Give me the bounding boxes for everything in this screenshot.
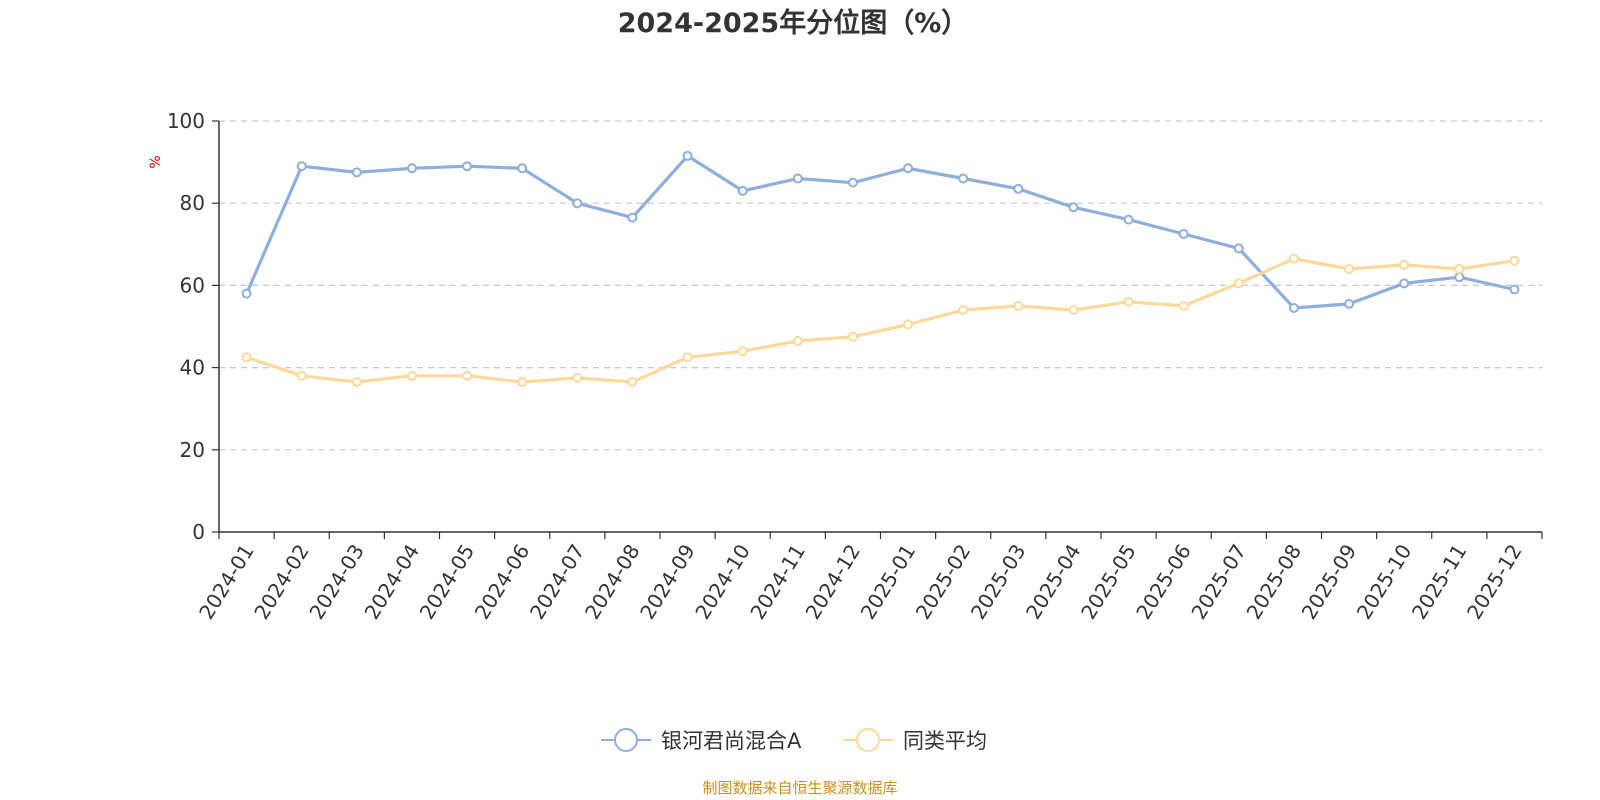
data-point (406, 163, 417, 174)
data-point (847, 331, 858, 342)
data-point (903, 319, 914, 330)
series-group (241, 150, 1520, 314)
data-point (572, 372, 583, 383)
data-point (627, 376, 638, 387)
data-point (1013, 183, 1024, 194)
series-lines (241, 150, 1520, 387)
data-point (1454, 272, 1465, 283)
legend-item[interactable]: 银河君尚混合A (601, 728, 802, 753)
data-point (958, 173, 969, 184)
data-point (351, 376, 362, 387)
grid-lines (219, 120, 1542, 451)
legend-circle-marker (856, 728, 880, 752)
series-line (245, 257, 1517, 384)
data-point (1509, 255, 1520, 266)
data-point (627, 212, 638, 223)
x-tick-label: 2025-12 (1462, 540, 1527, 624)
data-point (1454, 263, 1465, 274)
data-point (1344, 298, 1355, 309)
data-point (792, 335, 803, 346)
data-point (1178, 229, 1189, 240)
data-point (737, 346, 748, 357)
legend-circle-marker (614, 728, 638, 752)
data-point (296, 161, 307, 172)
legend-item[interactable]: 同类平均 (843, 728, 987, 753)
data-point (572, 198, 583, 209)
data-point (351, 167, 362, 178)
data-point (903, 163, 914, 174)
data-point (1233, 278, 1244, 289)
y-tick-label: 40 (180, 356, 205, 380)
y-tick-label: 80 (180, 191, 205, 215)
data-point (1288, 253, 1299, 264)
data-point (517, 376, 528, 387)
data-point (958, 305, 969, 316)
data-point (517, 163, 528, 174)
series-line (245, 154, 1517, 310)
data-point (1013, 300, 1024, 311)
y-tick-label: 20 (180, 438, 205, 462)
data-point (1288, 303, 1299, 314)
data-point (737, 185, 748, 196)
data-point (1344, 263, 1355, 274)
data-point (1399, 259, 1410, 270)
y-tick-label: 60 (180, 273, 205, 297)
y-tick-label: 100 (167, 109, 205, 133)
data-point (1068, 202, 1079, 213)
data-point (847, 177, 858, 188)
legend-label: 银河君尚混合A (661, 729, 802, 753)
data-point (462, 370, 473, 381)
data-source-note: 制图数据来自恒生聚源数据库 (702, 779, 897, 797)
y-tick-label: 0 (192, 520, 205, 544)
data-point (1123, 296, 1134, 307)
data-point (1399, 278, 1410, 289)
data-point (682, 352, 693, 363)
y-axis-unit-label: % (148, 155, 164, 168)
legend-label: 同类平均 (903, 729, 987, 753)
legend[interactable]: 银河君尚混合A 同类平均 (601, 728, 987, 753)
data-point (406, 370, 417, 381)
data-point (296, 370, 307, 381)
series-group (241, 253, 1520, 387)
data-point (462, 161, 473, 172)
data-point (1123, 214, 1134, 225)
data-point (682, 150, 693, 161)
chart-title: 2024-2025年分位图（%） (618, 7, 969, 39)
data-point (1178, 300, 1189, 311)
data-point (241, 352, 252, 363)
data-point (241, 288, 252, 299)
data-point (1233, 243, 1244, 254)
data-point (792, 173, 803, 184)
data-point (1509, 284, 1520, 295)
data-point (1068, 305, 1079, 316)
